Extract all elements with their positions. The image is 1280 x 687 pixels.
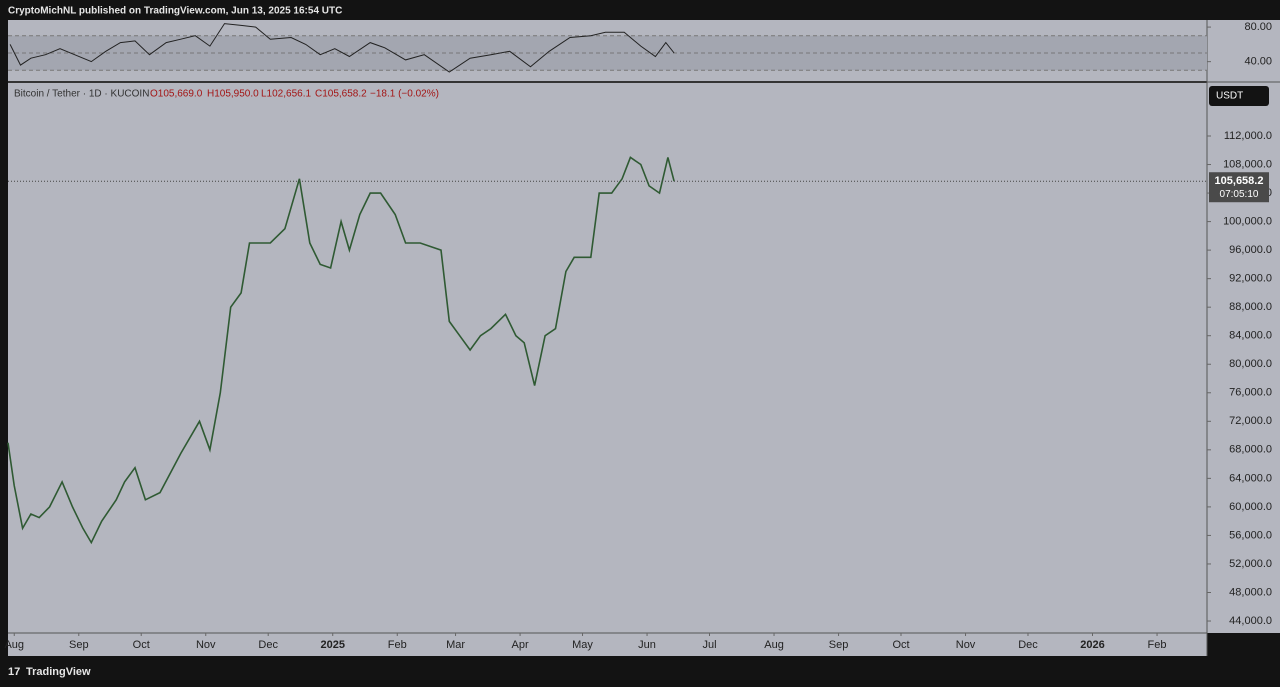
price-scale (1207, 20, 1280, 633)
y-tick-label: 96,000.0 (1229, 244, 1272, 256)
y-tick-label: 72,000.0 (1229, 415, 1272, 427)
y-tick-label: 80,000.0 (1229, 358, 1272, 370)
countdown: 07:05:10 (1220, 189, 1259, 200)
x-tick-label: Jun (638, 639, 656, 651)
y-tick-label: 40.00 (1244, 56, 1272, 68)
x-tick-label: May (572, 639, 593, 651)
legend-open: O105,669.0 (150, 89, 203, 100)
x-tick-label: 2026 (1080, 639, 1104, 651)
x-tick-label: Aug (4, 639, 24, 651)
x-tick-label: Sep (829, 639, 849, 651)
x-tick-label: Sep (69, 639, 89, 651)
y-tick-label: 108,000.0 (1223, 158, 1272, 170)
last-price-label: 105,658.2 (1215, 175, 1264, 187)
footer-logo: 17 (8, 666, 20, 678)
x-tick-label: Oct (133, 639, 150, 651)
x-tick-label: Nov (196, 639, 216, 651)
y-tick-label: 64,000.0 (1229, 472, 1272, 484)
time-scale (8, 633, 1207, 656)
x-tick-label: Feb (388, 639, 407, 651)
x-tick-label: Apr (512, 639, 529, 651)
footer-brand: TradingView (26, 666, 91, 678)
x-tick-label: Mar (446, 639, 465, 651)
series-line (7, 156, 675, 545)
series-line (9, 23, 675, 73)
legend-high: H105,950.0 (207, 89, 259, 100)
y-tick-label: 112,000.0 (1224, 130, 1272, 142)
x-tick-label: Dec (258, 639, 278, 651)
y-tick-label: 68,000.0 (1229, 444, 1272, 456)
legend-low: L102,656.1 (261, 89, 311, 100)
y-tick-label: 92,000.0 (1229, 273, 1272, 285)
legend-close: C105,658.2 (315, 89, 367, 100)
symbol-name: Bitcoin / Tether · 1D · KUCOIN (14, 89, 149, 100)
y-tick-label: 80.00 (1244, 21, 1272, 33)
legend-change: −18.1 (−0.02%) (370, 89, 439, 100)
y-tick-label: 76,000.0 (1229, 387, 1272, 399)
last-price-badge (1209, 172, 1269, 203)
x-tick-label: Dec (1018, 639, 1038, 651)
y-tick-label: 60,000.0 (1229, 501, 1272, 513)
y-tick-label: 52,000.0 (1229, 558, 1272, 570)
y-tick-label: 100,000.0 (1223, 215, 1272, 227)
rsi-band (8, 35, 1207, 71)
y-tick-label: 84,000.0 (1229, 330, 1272, 342)
x-tick-label: 2025 (320, 639, 344, 651)
x-tick-label: Feb (1148, 639, 1167, 651)
currency-badge (1209, 86, 1269, 106)
y-tick-label: 88,000.0 (1229, 301, 1272, 313)
x-tick-label: Aug (764, 639, 784, 651)
x-tick-label: Nov (956, 639, 976, 651)
y-tick-label: 48,000.0 (1229, 586, 1272, 598)
y-tick-label: 56,000.0 (1229, 529, 1272, 541)
x-tick-label: Jul (702, 639, 716, 651)
header: CryptoMichNL published on TradingView.co… (8, 6, 342, 17)
price-pane (8, 83, 1207, 633)
y-tick-label: 44,000.0 (1229, 615, 1272, 627)
x-tick-label: Oct (892, 639, 909, 651)
currency: USDT (1216, 91, 1243, 102)
